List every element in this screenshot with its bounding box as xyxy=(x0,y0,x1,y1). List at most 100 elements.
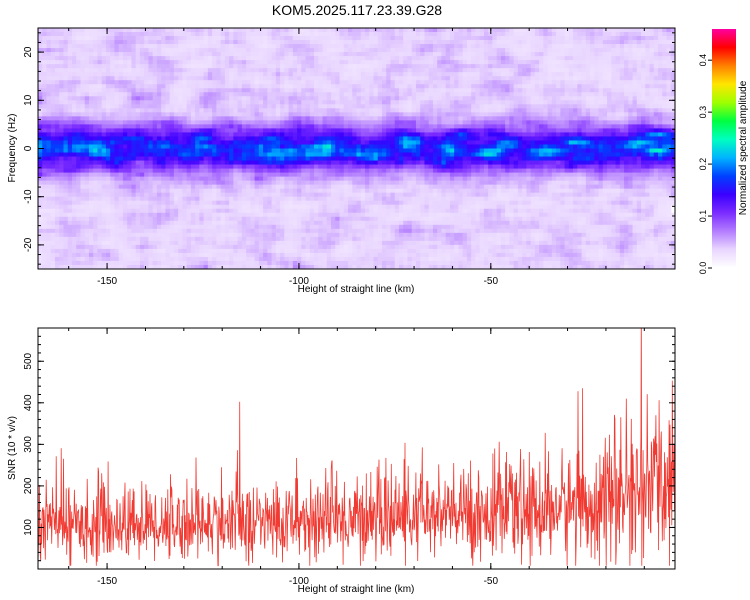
heatmap-cell xyxy=(144,28,150,33)
heatmap-cell xyxy=(428,124,434,130)
heatmap-cell xyxy=(598,40,604,45)
heatmap-cell xyxy=(114,116,120,121)
heatmap-cell xyxy=(534,60,540,65)
heatmap-cell xyxy=(246,52,251,57)
heatmap-cell xyxy=(326,36,332,41)
heatmap-cell xyxy=(71,152,77,158)
heatmap-cell xyxy=(318,148,324,154)
heatmap-cell xyxy=(50,36,56,41)
heatmap-cell xyxy=(636,84,642,89)
heatmap-cell xyxy=(573,120,578,125)
heatmap-cell xyxy=(122,56,128,61)
heatmap-cell xyxy=(573,96,578,101)
heatmap-cell xyxy=(190,32,196,37)
heatmap-cell xyxy=(199,48,205,53)
heatmap-cell xyxy=(178,80,183,85)
heatmap-cell xyxy=(80,128,86,134)
heatmap-cell xyxy=(144,160,150,166)
heatmap-cell xyxy=(258,44,264,49)
heatmap-cell xyxy=(63,116,69,121)
heatmap-cell xyxy=(441,44,447,49)
heatmap-cell xyxy=(568,100,574,105)
heatmap-cell xyxy=(186,84,192,89)
heatmap-cell xyxy=(165,132,171,138)
heatmap-cell xyxy=(207,136,213,142)
heatmap-cell xyxy=(76,128,82,134)
heatmap-cell xyxy=(615,108,621,113)
heatmap-cell xyxy=(280,128,285,134)
heatmap-cell xyxy=(432,120,438,125)
heatmap-cell xyxy=(560,28,566,33)
heatmap-cell xyxy=(505,120,510,125)
heatmap-cell xyxy=(297,148,302,154)
heatmap-cell xyxy=(356,124,362,130)
heatmap-cell xyxy=(432,80,438,85)
heatmap-cell xyxy=(577,112,583,117)
heatmap-cell xyxy=(331,64,336,69)
heatmap-cell xyxy=(131,132,137,138)
heatmap-cell xyxy=(352,100,358,105)
heatmap-cell xyxy=(649,100,655,105)
heatmap-cell xyxy=(462,28,468,33)
heatmap-cell xyxy=(88,72,94,77)
heatmap-cell xyxy=(352,156,358,162)
heatmap-cell xyxy=(84,100,90,105)
heatmap-cell xyxy=(632,156,638,162)
heatmap-cell xyxy=(301,48,307,53)
heatmap-cell xyxy=(97,152,103,158)
heatmap-cell xyxy=(386,28,392,33)
heatmap-cell xyxy=(122,88,128,93)
heatmap-cell xyxy=(207,28,213,33)
heatmap-cell xyxy=(169,64,175,69)
heatmap-cell xyxy=(318,68,324,73)
heatmap-cell xyxy=(182,92,188,97)
heatmap-cell xyxy=(156,60,162,65)
heatmap-cell xyxy=(207,108,213,113)
heatmap-cell xyxy=(165,72,171,77)
heatmap-cell xyxy=(432,28,438,33)
heatmap-cell xyxy=(38,48,43,53)
heatmap-cell xyxy=(615,80,621,85)
heatmap-cell xyxy=(373,88,379,93)
heatmap-cell xyxy=(233,28,239,33)
heatmap-cell xyxy=(670,100,675,105)
heatmap-cell xyxy=(653,76,659,81)
heatmap-cell xyxy=(352,108,358,113)
heatmap-cell xyxy=(624,32,629,37)
heatmap-cell xyxy=(297,80,302,85)
heatmap-cell xyxy=(297,112,302,117)
heatmap-cell xyxy=(424,44,430,49)
heatmap-cell xyxy=(186,140,192,146)
heatmap-cell xyxy=(59,104,65,109)
heatmap-cell xyxy=(386,104,392,109)
heatmap-cell xyxy=(224,128,230,134)
heatmap-cell xyxy=(475,116,481,121)
heatmap-cell xyxy=(581,84,587,89)
heatmap-cell xyxy=(505,124,510,130)
heatmap-cell xyxy=(50,92,56,97)
heatmap-cell xyxy=(517,60,523,65)
heatmap-cell xyxy=(182,144,188,150)
heatmap-cell xyxy=(369,48,375,53)
heatmap-cell xyxy=(305,88,311,93)
heatmap-cell xyxy=(581,36,587,41)
heatmap-cell xyxy=(101,56,107,61)
heatmap-cell xyxy=(59,36,65,41)
heatmap-cell xyxy=(343,56,349,61)
heatmap-cell xyxy=(118,128,124,134)
heatmap-cell xyxy=(381,96,387,101)
heatmap-cell xyxy=(50,120,56,125)
heatmap-cell xyxy=(169,72,175,77)
heatmap-cell xyxy=(263,36,268,41)
heatmap-cell xyxy=(318,112,324,117)
heatmap-cell xyxy=(445,148,451,154)
heatmap-cell xyxy=(110,84,116,89)
heatmap-cell xyxy=(369,152,375,158)
heatmap-cell xyxy=(441,32,447,37)
heatmap-cell xyxy=(165,52,171,57)
heatmap-cell xyxy=(280,56,285,61)
heatmap-cell xyxy=(522,100,527,105)
heatmap-cell xyxy=(335,120,341,125)
heatmap-cell xyxy=(539,124,544,130)
heatmap-cell xyxy=(348,152,353,158)
